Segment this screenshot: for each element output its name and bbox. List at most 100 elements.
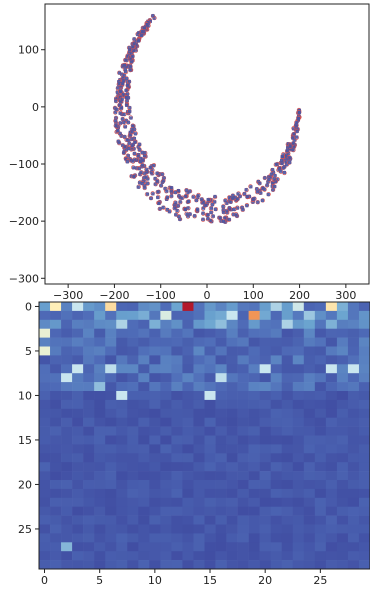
scatter-point [119,134,123,138]
heatmap-cell [204,346,216,356]
heatmap-cell [270,444,283,454]
scatter-point [186,190,190,195]
scatter-point [142,184,147,188]
heatmap-cell [237,302,249,312]
heatmap-cell [281,337,294,347]
heatmap-cell [259,497,271,507]
heatmap-cell [149,319,161,329]
heatmap-cell [50,373,62,383]
heatmap-cell [160,435,172,445]
scatter-point [142,26,147,30]
heatmap-cell [105,488,117,499]
heatmap-cell [314,524,327,534]
heatmap-cell [149,444,161,454]
heatmap-cell [116,373,128,383]
heatmap-cell [358,471,370,481]
heatmap-cell [237,337,249,347]
heatmap-cell [39,426,51,436]
heatmap-cell [248,488,260,499]
scatter-point [113,106,117,110]
heatmap-cell [149,515,161,525]
scatter-point [124,88,128,93]
heatmap-cell [215,497,227,507]
heatmap-cell [116,533,128,543]
scatter-point [117,141,121,145]
heatmap-cell [50,426,62,436]
heatmap-cell [61,302,73,312]
heatmap-cell [237,408,249,418]
scatter-point [129,174,134,178]
scatter-point [124,95,129,100]
scatter-point [280,158,284,163]
heatmap-cell [237,399,249,410]
scatter-point [236,197,240,201]
heatmap-cell [149,373,161,383]
scatter-point [116,128,120,133]
scatter-point [221,210,226,214]
heatmap-cell [50,524,62,534]
heatmap-cell [270,524,283,534]
heatmap-cell [105,346,117,356]
heatmap-cell [358,524,370,534]
scatter-point [123,145,127,149]
scatter-point [201,217,205,221]
heatmap-cell [325,373,338,383]
heatmap-cell [116,480,128,490]
heatmap-cell [336,319,349,329]
heatmap-cell [83,444,95,454]
heatmap-cell [270,391,283,401]
heatmap-cell [336,444,349,454]
heatmap-cell [270,515,283,525]
heatmap-cell [105,515,117,525]
heatmap-cell [39,480,51,490]
heatmap-cell [347,382,360,392]
scatter-point [184,188,189,193]
scatter-point [295,121,299,125]
scatter-point [167,210,172,214]
heatmap-cell [259,480,271,490]
heatmap-cell [226,453,238,463]
heatmap-cell [259,302,271,312]
heatmap-cell [270,488,283,499]
scatter-point [244,188,248,192]
heatmap-y-tick-label: 5 [25,345,32,358]
scatter-point [130,130,134,134]
heatmap-cell [347,444,360,454]
heatmap-cell [171,426,183,436]
heatmap-cell [281,391,294,401]
heatmap-cell [204,462,216,472]
heatmap-cell [105,319,117,329]
heatmap-cell [61,551,73,561]
heatmap-cell [204,542,216,552]
scatter-point [161,175,167,181]
scatter-point [271,188,275,192]
heatmap-cell [325,524,338,534]
heatmap-cell [50,471,62,481]
scatter-point [140,163,145,167]
heatmap-cell [314,337,327,347]
heatmap-cell [204,408,216,418]
heatmap-cell [325,319,338,329]
scatter-point [128,68,132,72]
x-tick-label: 100 [243,289,264,302]
heatmap-cell [237,346,249,356]
scatter-point [118,95,123,99]
heatmap-cell [94,497,106,507]
heatmap-cell [149,471,161,481]
heatmap-cell [61,471,73,481]
heatmap-cell [314,444,327,454]
y-tick-label: −100 [9,158,39,171]
heatmap-cell [94,488,106,499]
heatmap-cell [39,488,51,499]
heatmap-cell [204,533,216,543]
heatmap-cell [204,506,216,516]
heatmap-cell [193,453,205,463]
heatmap-cell [127,488,139,499]
heatmap-cell [270,435,283,445]
heatmap-cell [314,551,327,561]
scatter-point [130,127,134,132]
heatmap-cell [226,382,238,392]
scatter-point [209,210,213,215]
scatter-point [145,192,150,196]
heatmap-y-tick-label: 25 [18,523,32,536]
